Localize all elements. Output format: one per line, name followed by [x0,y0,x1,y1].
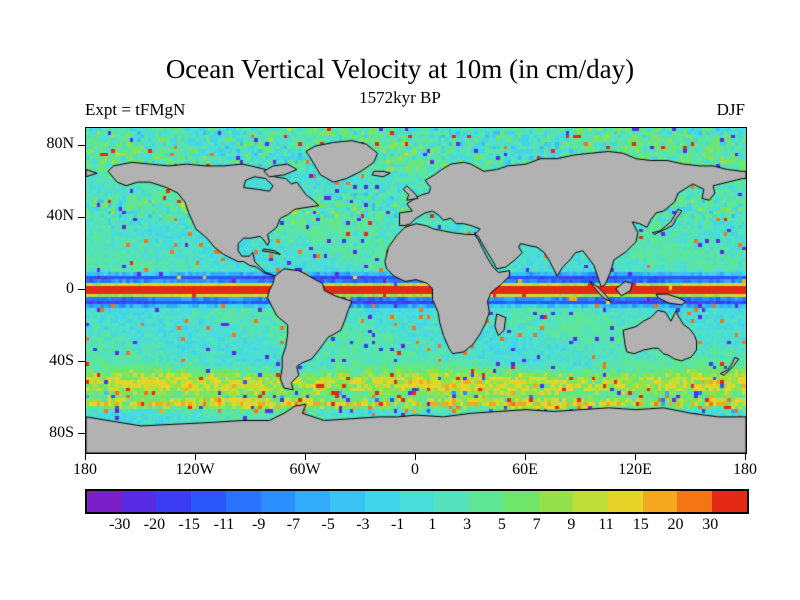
colorbar-labels: -30 -20 -15 -11 -9 -7 -5 -3 -1 1 3 5 7 9 11 15 20 30 [85,516,745,538]
x-tick-mark [194,454,196,460]
colorbar-label: 7 [532,516,541,533]
x-tick-mark [414,454,416,460]
colorbar-segment [469,491,504,512]
colorbar-segment [434,491,470,512]
x-tick-label: 180 [733,461,757,478]
x-tick-label: 120E [618,461,652,478]
chart-title: Ocean Vertical Velocity at 10m (in cm/da… [165,54,635,84]
colorbar-segment [156,491,192,512]
colorbar-label: -15 [178,516,200,533]
map-canvas [86,128,746,453]
x-tick-label: 60E [512,461,538,478]
season-label: DJF [716,100,745,119]
x-tick-label: 0 [411,461,419,478]
x-tick-label: 180 [73,461,97,478]
colorbar-label: -7 [286,516,301,533]
colorbar-label: 1 [428,516,437,533]
colorbar-label: -1 [390,516,405,533]
colorbar-segment [295,491,331,512]
chart-subtitle: 1572kyr BP [359,88,441,107]
y-tick-mark [78,289,85,290]
x-tick-mark [634,454,636,460]
colorbar-label: 9 [567,516,576,533]
colorbar-segment [642,491,678,512]
colorbar-label: 11 [598,516,614,533]
colorbar-segment [225,491,261,512]
colorbar-segment [191,491,226,512]
colorbar-segment [608,491,643,512]
colorbar-label: -3 [356,516,370,533]
y-tick-label: 0 [66,279,74,297]
x-tick-mark [744,454,746,460]
colorbar-segment [330,491,365,512]
colorbar-label: -9 [252,516,266,533]
colorbar-label: -5 [321,516,335,533]
y-tick-label: 80N [46,135,74,153]
colorbar-segment [260,491,296,512]
colorbar-segment [87,491,122,512]
y-tick-label: 40N [46,207,74,225]
x-tick-mark [524,454,526,460]
colorbar-label: 3 [463,516,472,533]
y-tick-mark [78,144,85,146]
colorbar-label: 15 [632,516,649,533]
y-tick-label: 80S [49,423,74,441]
y-tick-label: 40S [49,351,74,369]
x-tick-label: 60W [289,461,321,478]
y-tick-mark [78,216,85,218]
colorbar-segment [503,491,539,512]
experiment-label: Expt = tFMgN [85,100,186,119]
colorbar-segment [399,491,435,512]
colorbar-label: 30 [702,516,719,533]
colorbar-label: 5 [497,516,506,533]
colorbar-segment [538,491,574,512]
colorbar-label: -11 [213,516,235,533]
colorbar-label: -30 [109,516,131,533]
x-tick-mark [84,454,86,460]
colorbar [85,489,749,514]
colorbar-label: 20 [667,516,684,533]
map-frame [85,127,747,454]
x-tick-mark [304,454,306,460]
y-tick-mark [78,361,85,363]
colorbar-segment [712,491,747,512]
colorbar-segment [573,491,609,512]
colorbar-label: -20 [143,516,166,533]
colorbar-segment [364,491,400,512]
y-tick-mark [78,433,85,435]
colorbar-segment [677,491,713,512]
colorbar-segment [121,491,157,512]
x-tick-label: 120W [175,461,215,478]
